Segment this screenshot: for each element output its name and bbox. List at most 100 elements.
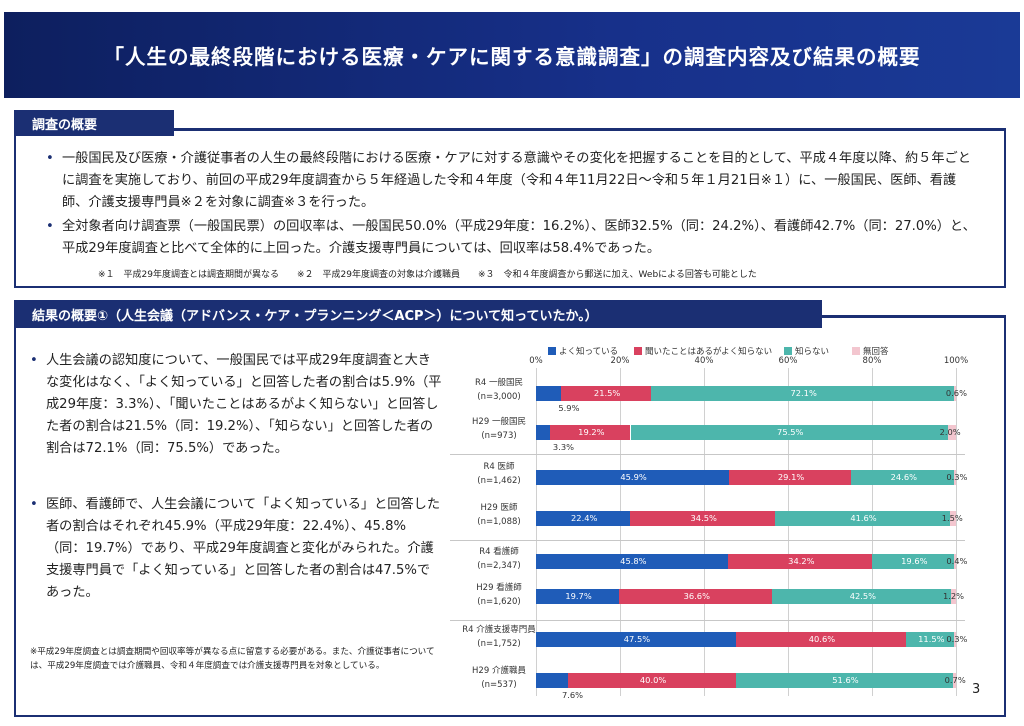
results-footnote: ※平成29年度調査とは調査期間や回収率等が異なる点に留意する必要がある。また、介… <box>30 647 435 671</box>
page-number: 3 <box>972 682 981 697</box>
overview-bullet-2: • 全対象者向け調査票（一般国民票）の回収率は、一般国民50.0%（平成29年度… <box>46 216 982 260</box>
bar-segment <box>728 554 872 569</box>
data-label: 45.9% <box>620 472 647 482</box>
category-label: H29 介護職員 (n=537) <box>456 664 542 692</box>
data-label: 42.5% <box>849 591 877 601</box>
gridline <box>956 368 957 696</box>
bar-segment <box>728 470 851 485</box>
data-label: 22.4% <box>571 513 598 523</box>
data-label: 41.6% <box>850 513 877 523</box>
bar-segment <box>851 470 955 485</box>
bar-segment <box>549 425 631 440</box>
bar-segment <box>872 554 955 569</box>
legend-label: 無回答 <box>863 347 889 357</box>
bar-segment <box>954 554 956 569</box>
bar-segment <box>949 511 956 526</box>
bullet-dot: • <box>30 353 38 368</box>
data-label: 11.5% <box>918 634 945 644</box>
legend-item: 聞いたことはあるがよく知らない <box>634 345 772 357</box>
category-n: (n=1,752) <box>477 639 521 649</box>
bar-segment <box>536 511 631 526</box>
bar-segment <box>618 589 773 604</box>
legend-label: 知らない <box>795 347 830 357</box>
data-label: 24.6% <box>890 472 918 482</box>
bar-segment <box>536 632 736 647</box>
data-label: 47.5% <box>623 634 651 644</box>
data-label: 19.2% <box>578 427 605 437</box>
category-name: R4 医師 <box>483 462 515 472</box>
data-label: 0.3% <box>946 634 968 644</box>
bar-segment <box>735 673 953 688</box>
x-tick-label: 60% <box>778 356 798 366</box>
bar-segment <box>536 589 619 604</box>
results-bullet-1-text: 人生会議の認知度について、一般国民では平成29年度調査と大きな変化はなく、「よく… <box>46 353 442 456</box>
data-label: 45.8% <box>620 556 647 566</box>
data-label: 72.1% <box>790 388 817 398</box>
gridline <box>788 368 789 696</box>
bar-segment <box>954 632 956 647</box>
category-name: H29 看護師 <box>476 583 522 593</box>
category-name: H29 介護職員 <box>472 666 526 676</box>
gridline <box>704 368 705 696</box>
overview-bullet-1: • 一般国民及び医療・介護従事者の人生の最終段階における医療・ケアに対する意識や… <box>46 148 982 214</box>
survey-overview-box <box>14 128 1006 288</box>
data-label: 29.1% <box>777 472 805 482</box>
group-separator <box>450 620 965 621</box>
bullet-dot: • <box>46 151 54 166</box>
category-n: (n=1,620) <box>477 597 521 607</box>
bar-segment <box>560 386 652 401</box>
category-name: H29 一般国民 <box>472 417 526 427</box>
data-label: 0.3% <box>946 472 968 482</box>
legend-item: よく知っている <box>548 345 618 357</box>
x-tick-label: 20% <box>610 356 630 366</box>
bar-segment <box>567 673 736 688</box>
bar-segment <box>651 386 954 401</box>
x-tick-label: 0% <box>529 356 543 366</box>
bullet-dot: • <box>46 219 54 234</box>
section-label-overview: 調査の概要 <box>14 110 174 136</box>
section-label-results-text: 結果の概要①（人生会議（アドバンス・ケア・プランニング＜ACP＞）について知って… <box>32 308 598 324</box>
section-label-overview-text: 調査の概要 <box>32 117 98 133</box>
category-name: R4 介護支援専門員 <box>462 625 536 635</box>
category-label: H29 一般国民 (n=973) <box>456 415 542 443</box>
legend-label: よく知っている <box>559 347 619 357</box>
legend-swatch <box>548 347 556 355</box>
category-label: R4 看護師 (n=2,347) <box>456 545 542 573</box>
legend-swatch <box>634 347 642 355</box>
category-label: H29 看護師 (n=1,620) <box>456 581 542 609</box>
category-name: R4 一般国民 <box>474 378 524 388</box>
data-label: 40.0% <box>639 675 667 685</box>
results-bullet-2-text: 医師、看護師で、人生会議について「よく知っている」と回答した者の割合はそれぞれ4… <box>46 497 441 600</box>
bar-segment <box>947 425 956 440</box>
data-label: 51.6% <box>832 675 859 685</box>
data-label: 0.7% <box>944 675 966 685</box>
results-bullet-2: • 医師、看護師で、人生会議について「よく知っている」と回答した者の割合はそれぞ… <box>30 494 442 604</box>
category-name: H29 医師 <box>480 503 518 513</box>
page-title: 「人生の最終段階における医療・ケアに関する意識調査」の調査内容及び結果の概要 <box>103 45 921 69</box>
data-label: 1.5% <box>941 513 963 523</box>
title-banner: 「人生の最終段階における医療・ケアに関する意識調査」の調査内容及び結果の概要 <box>4 12 1020 98</box>
category-label: R4 介護支援専門員 (n=1,752) <box>456 623 542 651</box>
data-label: 7.6% <box>561 690 584 700</box>
data-label: 36.6% <box>683 591 710 601</box>
data-label: 2.0% <box>939 427 961 437</box>
category-n: (n=1,088) <box>477 517 521 527</box>
bar-segment <box>953 386 957 401</box>
data-label: 19.7% <box>565 591 592 601</box>
legend-swatch <box>852 347 860 355</box>
results-bullet-1: • 人生会議の認知度について、一般国民では平成29年度調査と大きな変化はなく、「… <box>30 350 442 460</box>
x-tick-label: 80% <box>862 356 882 366</box>
bar-segment <box>630 511 775 526</box>
data-label: 21.5% <box>593 388 621 398</box>
gridline <box>536 368 537 696</box>
data-label: 34.2% <box>788 556 815 566</box>
data-label: 0.6% <box>945 388 967 398</box>
bar-segment <box>536 386 561 401</box>
x-tick-label: 40% <box>694 356 714 366</box>
bar-segment <box>536 554 729 569</box>
data-label: 5.9% <box>558 403 580 413</box>
x-tick-label: 100% <box>943 356 969 366</box>
bar-segment <box>774 511 950 526</box>
bar-segment <box>735 632 907 647</box>
bar-segment <box>954 470 956 485</box>
